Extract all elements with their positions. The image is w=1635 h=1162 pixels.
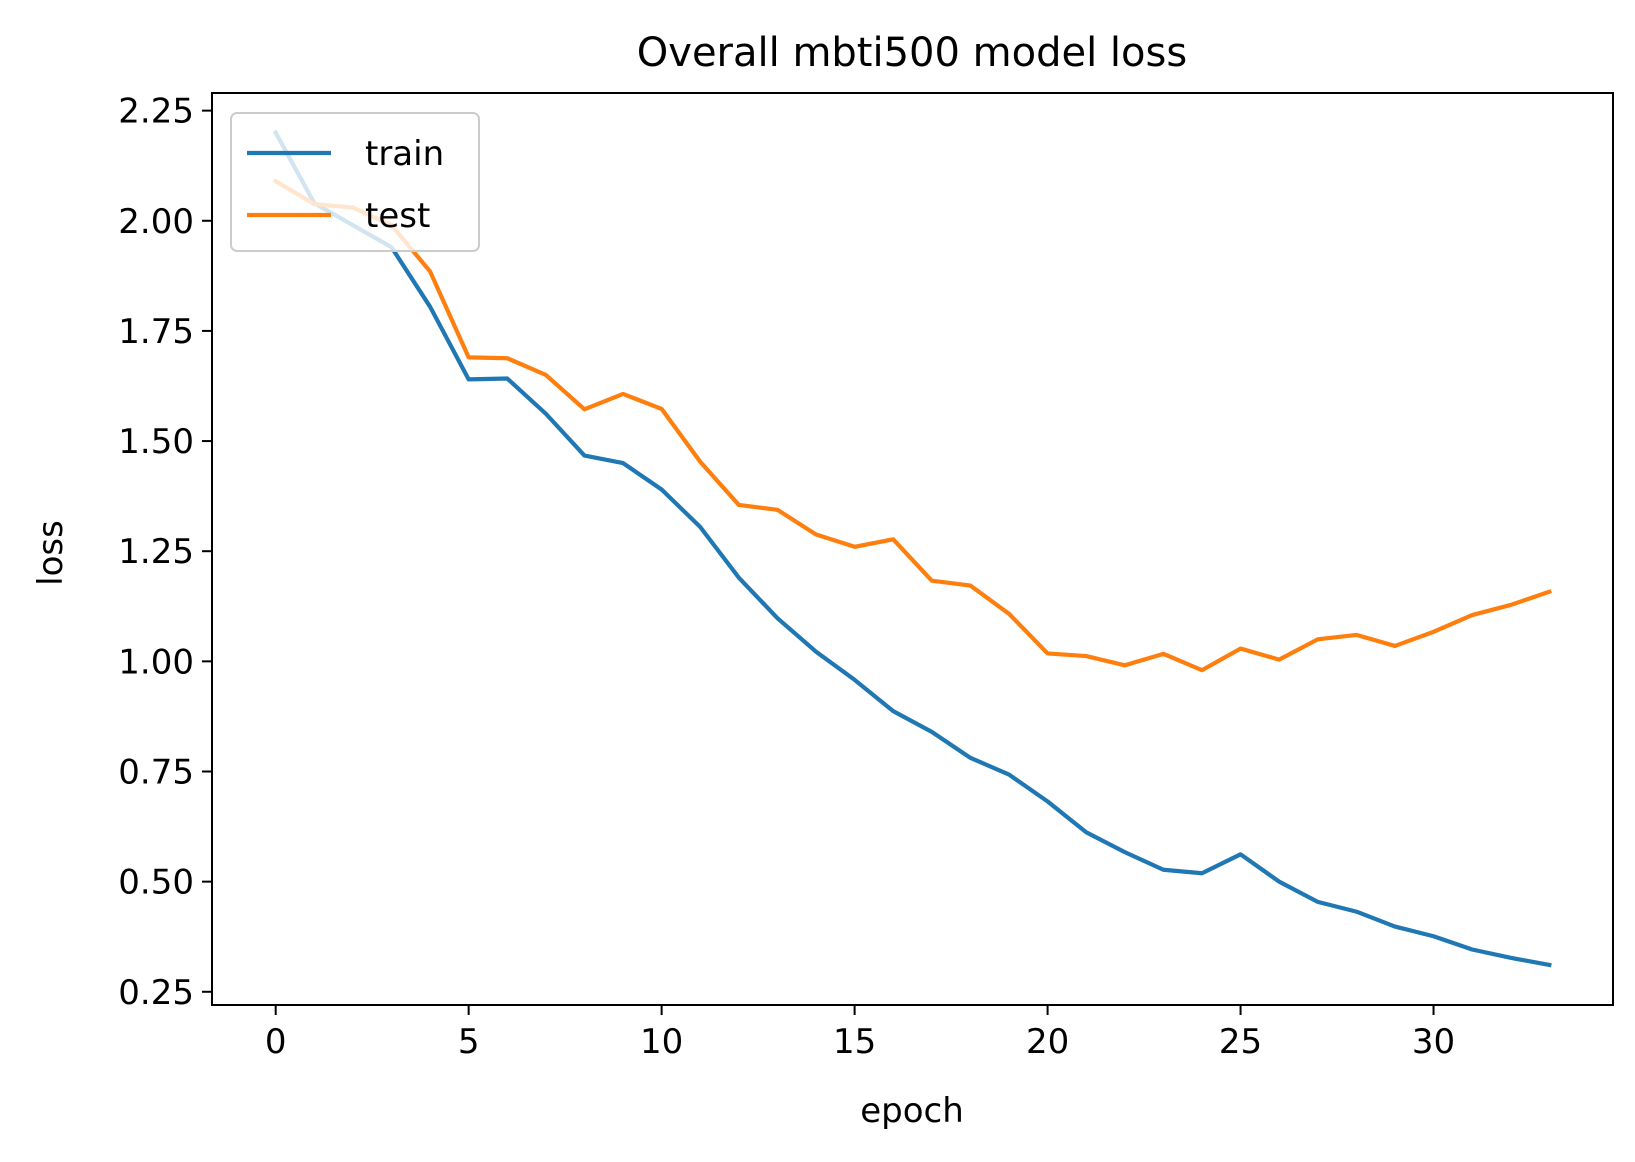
legend-label-train: train xyxy=(365,134,444,174)
legend-label-test: test xyxy=(365,196,430,236)
x-tick-label: 10 xyxy=(640,1022,683,1062)
y-tick-label: 0.75 xyxy=(118,752,194,792)
series-line-train xyxy=(272,129,1552,968)
y-tick-label: 2.00 xyxy=(118,202,194,242)
series-line-test xyxy=(272,178,1552,673)
y-tick-label: 0.50 xyxy=(118,863,194,903)
chart-title: Overall mbti500 model loss xyxy=(637,30,1187,76)
y-tick-label: 1.25 xyxy=(118,532,194,572)
legend: train test xyxy=(230,112,480,252)
plot-area: 0 5 10 15 20 25 30 0.25 0.50 0.75 1.00 1.25 1.50 1.75… xyxy=(118,92,1614,1062)
y-tick-label: 2.25 xyxy=(118,92,194,132)
x-tick-label: 20 xyxy=(1026,1022,1069,1062)
x-tick-label: 15 xyxy=(833,1022,876,1062)
y-tick-label: 1.00 xyxy=(118,642,194,682)
x-tick-label: 5 xyxy=(458,1022,480,1062)
y-tick-label: 1.75 xyxy=(118,312,194,352)
plot-frame xyxy=(211,92,1614,1006)
y-tick-label: 1.50 xyxy=(118,422,194,462)
x-tick-label: 30 xyxy=(1412,1022,1455,1062)
x-axis-label: epoch xyxy=(860,1091,964,1131)
y-axis-label: loss xyxy=(31,520,71,586)
x-tick-label: 25 xyxy=(1219,1022,1262,1062)
y-tick-label: 0.25 xyxy=(118,973,194,1013)
x-tick-label: 0 xyxy=(265,1022,287,1062)
